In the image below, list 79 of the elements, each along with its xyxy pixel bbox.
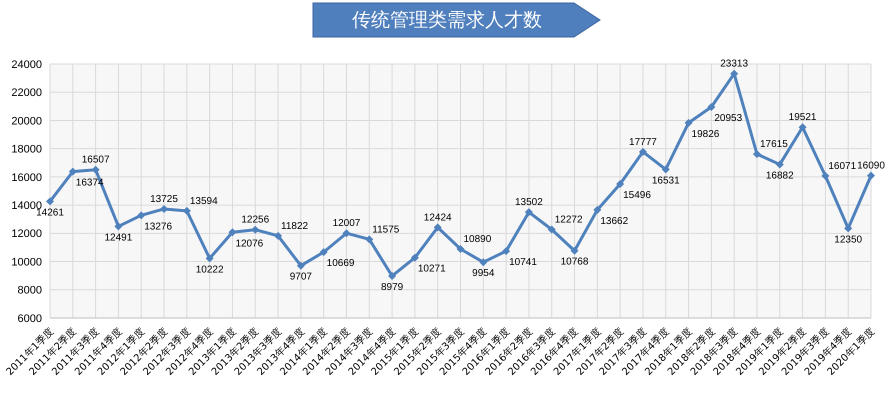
y-tick-label: 10000 [11, 256, 42, 268]
y-tick-label: 18000 [11, 144, 42, 156]
data-label: 12491 [104, 232, 133, 244]
data-label: 12424 [424, 212, 452, 224]
point [616, 180, 624, 188]
point [251, 226, 260, 234]
point [320, 248, 328, 256]
data-label: 12350 [834, 234, 863, 246]
point [638, 148, 647, 156]
data-label: 13502 [515, 197, 544, 208]
data-label: 12256 [241, 214, 270, 226]
point [296, 262, 305, 270]
point [410, 254, 419, 262]
data-label: 8979 [380, 282, 404, 293]
point [456, 244, 464, 253]
data-label: 13276 [144, 221, 172, 232]
data-label: 11575 [372, 224, 400, 236]
data-label: 16882 [766, 170, 794, 182]
y-tick-label: 8000 [18, 284, 42, 297]
point [479, 258, 488, 266]
data-label: 13662 [600, 216, 629, 227]
data-label: 10741 [509, 257, 538, 268]
point [114, 222, 122, 230]
y-tick-label: 12000 [11, 228, 42, 240]
y-tick-label: 16000 [11, 172, 42, 184]
point [365, 235, 374, 244]
point [752, 150, 761, 158]
point [593, 206, 602, 214]
data-label: 13594 [190, 196, 218, 207]
point [570, 246, 579, 255]
data-label: 19826 [692, 128, 720, 140]
data-label: 16071 [828, 160, 857, 172]
point [798, 123, 807, 132]
point [68, 168, 77, 176]
data-label: 10271 [418, 264, 446, 275]
data-label: 17777 [629, 136, 658, 148]
point [867, 172, 875, 180]
data-label: 9954 [472, 268, 495, 280]
y-tick-label: 6000 [18, 312, 42, 325]
point [434, 223, 442, 232]
data-label: 16531 [652, 175, 680, 186]
y-tick-label: 24000 [11, 58, 42, 71]
data-label: 10669 [326, 258, 355, 270]
data-label: 13725 [150, 194, 178, 205]
point [46, 197, 54, 206]
point [342, 229, 350, 238]
chart-title: 传统管理类需求人才数 [351, 8, 543, 33]
point [274, 232, 282, 240]
data-label: 10768 [560, 256, 589, 268]
point [137, 211, 146, 220]
data-label: 20953 [714, 112, 743, 124]
point [548, 225, 556, 234]
data-label: 12076 [235, 238, 264, 250]
data-label: 19521 [788, 112, 817, 124]
point [524, 208, 533, 216]
point [821, 172, 830, 180]
data-label: 15496 [623, 190, 652, 201]
point [684, 118, 693, 127]
y-tick-label: 20000 [11, 115, 42, 128]
point [206, 254, 214, 262]
point [662, 165, 670, 174]
data-label: 16090 [857, 160, 886, 172]
data-label: 9707 [290, 272, 312, 283]
point [388, 272, 396, 280]
data-label: 11822 [281, 220, 309, 232]
point [776, 160, 784, 168]
data-label: 10890 [464, 234, 492, 245]
data-label: 23313 [720, 58, 749, 70]
y-tick-label: 22000 [11, 87, 42, 100]
data-label: 10222 [196, 264, 224, 276]
point [707, 102, 716, 111]
data-label: 16507 [82, 154, 110, 166]
data-label: 17615 [760, 139, 788, 150]
data-label: 12007 [332, 218, 361, 230]
data-label: 12272 [554, 214, 583, 226]
point [228, 228, 236, 236]
point [92, 166, 100, 174]
point [502, 247, 510, 256]
data-label: 14261 [36, 207, 64, 218]
